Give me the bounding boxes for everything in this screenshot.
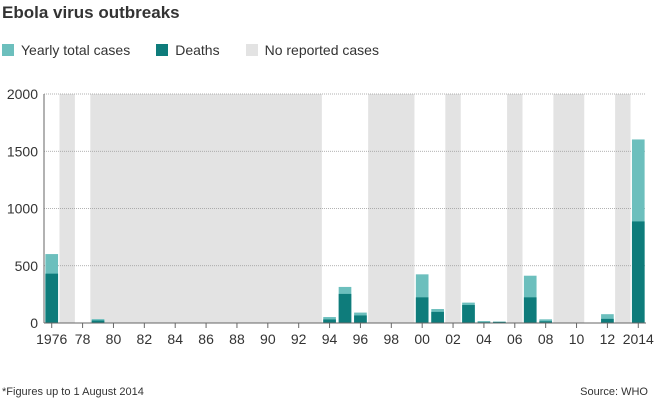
source-note: Source: WHO: [580, 386, 648, 398]
axes: [43, 94, 646, 328]
chart-legend: Yearly total cases Deaths No reported ca…: [2, 42, 405, 58]
bar-deaths-2007: [523, 297, 537, 323]
x-tick-label-1978: 78: [75, 331, 91, 347]
x-tick-label-2008: 08: [538, 331, 554, 347]
bar-total-2008: [539, 319, 552, 323]
bar-total-2004: [477, 321, 491, 323]
bar-deaths-2014: [631, 221, 645, 323]
x-tick-label-1986: 86: [198, 331, 214, 347]
bar-deaths-2012: [601, 318, 614, 323]
bar-deaths-1995: [338, 293, 352, 323]
no-cases-band-1997: [368, 94, 415, 323]
legend-label-deaths: Deaths: [175, 42, 220, 58]
bars: [45, 139, 645, 323]
x-tick-label-1982: 82: [137, 331, 153, 347]
bar-deaths-2003: [462, 305, 475, 323]
x-tick-label-1994: 94: [322, 331, 338, 347]
y-tick-label-2000: 2000: [7, 86, 38, 102]
y-tick-label-500: 500: [15, 258, 39, 274]
x-tick-label-1976: 1976: [36, 331, 67, 347]
x-tick-label-1990: 90: [260, 331, 276, 347]
x-tick-label-2010: 10: [569, 331, 585, 347]
x-tick-label-2004: 04: [476, 331, 492, 347]
legend-item-none: No reported cases: [245, 42, 379, 58]
bar-deaths-2005: [493, 321, 506, 323]
y-tick-label-0: 0: [30, 315, 38, 331]
legend-swatch-none: [245, 44, 258, 56]
chart-title: Ebola virus outbreaks: [2, 3, 180, 22]
bar-deaths-1994: [323, 319, 336, 323]
y-tick-label-1000: 1000: [7, 201, 38, 217]
legend-item-deaths: Deaths: [156, 42, 220, 58]
x-tick-label-1988: 88: [229, 331, 245, 347]
grid-lines: [44, 93, 646, 267]
y-tick-label-1500: 1500: [7, 143, 38, 159]
bar-deaths-2001: [431, 311, 444, 323]
footnote: *Figures up to 1 August 2014: [2, 386, 144, 398]
bar-deaths-2000: [415, 297, 429, 323]
legend-swatch-deaths: [156, 44, 169, 56]
x-tick-label-1980: 80: [106, 331, 122, 347]
x-tick-label-2002: 02: [445, 331, 461, 347]
x-tick-label-2012: 12: [600, 331, 616, 347]
no-cases-band-1977: [59, 94, 75, 323]
x-tick-label-1984: 84: [167, 331, 183, 347]
x-tick-label-1998: 98: [384, 331, 400, 347]
bar-deaths-2008: [539, 321, 552, 323]
bar-deaths-1979: [91, 320, 105, 323]
legend-item-total: Yearly total cases: [2, 42, 130, 58]
x-tick-label-1996: 96: [353, 331, 369, 347]
x-tick-label-1992: 92: [291, 331, 307, 347]
bar-total-2012: [601, 314, 614, 323]
legend-label-total: Yearly total cases: [21, 42, 131, 58]
x-tick-label-2014: 2014: [623, 331, 654, 347]
x-tick-label-2006: 06: [507, 331, 523, 347]
legend-label-none: No reported cases: [264, 42, 379, 58]
bar-deaths-1996: [354, 315, 367, 323]
bar-deaths-1976: [45, 273, 59, 323]
x-tick-label-2000: 00: [414, 331, 430, 347]
legend-swatch-total: [2, 44, 14, 56]
